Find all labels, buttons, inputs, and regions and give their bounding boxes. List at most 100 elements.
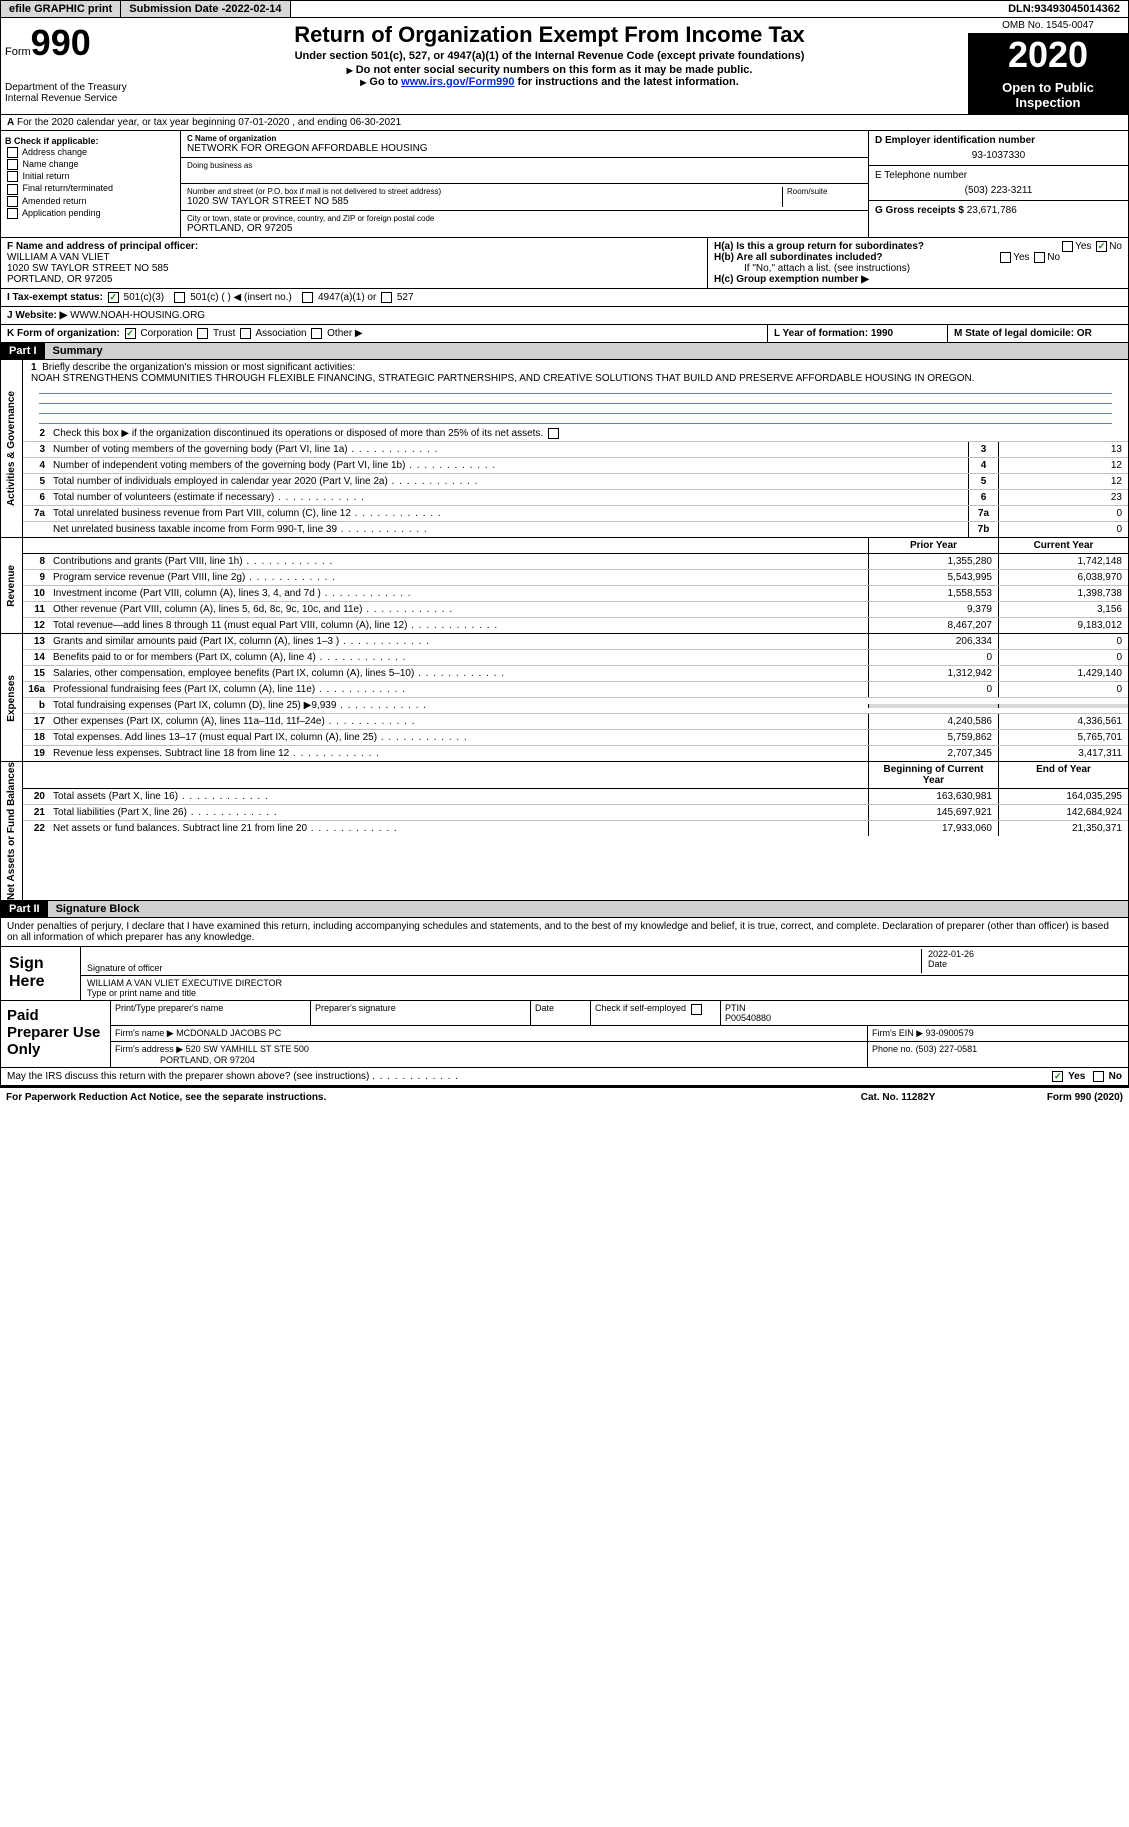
box-d-e-g: D Employer identification number 93-1037… bbox=[868, 131, 1128, 237]
form-header: Form990 Department of the Treasury Inter… bbox=[0, 18, 1129, 115]
subtitle-1: Under section 501(c), 527, or 4947(a)(1)… bbox=[139, 50, 960, 62]
i-o3: 4947(a)(1) or bbox=[318, 292, 376, 303]
cb-pending[interactable] bbox=[7, 208, 18, 219]
org-name: NETWORK FOR OREGON AFFORDABLE HOUSING bbox=[187, 143, 862, 154]
l-label: L Year of formation: 1990 bbox=[774, 328, 893, 339]
hb-yes[interactable] bbox=[1000, 252, 1011, 263]
penalty-text: Under penalties of perjury, I declare th… bbox=[0, 918, 1129, 947]
part2-num: Part II bbox=[1, 901, 48, 917]
row-a-text: For the 2020 calendar year, or tax year … bbox=[17, 117, 401, 128]
line-3: 3 Number of voting members of the govern… bbox=[23, 442, 1128, 458]
no-3: No bbox=[1109, 1072, 1122, 1083]
top-bar: efile GRAPHIC print Submission Date - 20… bbox=[0, 0, 1129, 18]
officer-addr1: 1020 SW TAYLOR STREET NO 585 bbox=[7, 263, 169, 274]
firm-addr2: PORTLAND, OR 97204 bbox=[160, 1055, 255, 1065]
cb-501c3[interactable] bbox=[108, 292, 119, 303]
cb-discontinued[interactable] bbox=[548, 428, 559, 439]
row-i-j: I Tax-exempt status: 501(c)(3) 501(c) ( … bbox=[0, 289, 1129, 307]
m-label: M State of legal domicile: OR bbox=[954, 328, 1092, 339]
no-1: No bbox=[1109, 241, 1122, 252]
firm-phone-label: Phone no. bbox=[872, 1044, 913, 1054]
dln-label: DLN: bbox=[1008, 3, 1034, 15]
cb-address[interactable] bbox=[7, 147, 18, 158]
footer-left: For Paperwork Reduction Act Notice, see … bbox=[6, 1092, 823, 1103]
line-19: 19 Revenue less expenses. Subtract line … bbox=[23, 746, 1128, 761]
officer-addr2: PORTLAND, OR 97205 bbox=[7, 274, 112, 285]
ein-value: 93-1037330 bbox=[875, 150, 1122, 161]
dba-label: Doing business as bbox=[187, 161, 862, 170]
ptin-value: P00540880 bbox=[725, 1013, 771, 1023]
hb-label: H(b) Are all subordinates included? bbox=[714, 252, 883, 263]
k-label: K Form of organization: bbox=[7, 328, 120, 339]
cb-527[interactable] bbox=[381, 292, 392, 303]
side-net: Net Assets or Fund Balances bbox=[6, 762, 17, 900]
sub-date-value: 2022-02-14 bbox=[225, 3, 281, 15]
cb-other[interactable] bbox=[311, 328, 322, 339]
submission-date-button[interactable]: Submission Date - 2022-02-14 bbox=[121, 1, 290, 17]
city-label: City or town, state or province, country… bbox=[187, 214, 862, 223]
street-addr: 1020 SW TAYLOR STREET NO 585 bbox=[187, 196, 782, 207]
sign-here-block: Sign Here Signature of officer 2022-01-2… bbox=[0, 947, 1129, 1001]
hb-no[interactable] bbox=[1034, 252, 1045, 263]
cb-initial[interactable] bbox=[7, 171, 18, 182]
line-5: 5 Total number of individuals employed i… bbox=[23, 474, 1128, 490]
cb-4947[interactable] bbox=[302, 292, 313, 303]
irs-link[interactable]: www.irs.gov/Form990 bbox=[401, 76, 514, 88]
omb-number: OMB No. 1545-0047 bbox=[968, 18, 1128, 34]
sub-date-label: Submission Date - bbox=[129, 3, 225, 15]
discuss-no[interactable] bbox=[1093, 1071, 1104, 1082]
cb-trust[interactable] bbox=[197, 328, 208, 339]
discuss-yes[interactable] bbox=[1052, 1071, 1063, 1082]
cb-final[interactable] bbox=[7, 184, 18, 195]
officer-label: F Name and address of principal officer: bbox=[7, 241, 198, 252]
discuss-text: May the IRS discuss this return with the… bbox=[7, 1071, 369, 1082]
sig-date-label: Date bbox=[928, 959, 1122, 969]
cb-corp[interactable] bbox=[125, 328, 136, 339]
k-o3: Association bbox=[255, 328, 306, 339]
dept-label: Department of the Treasury Internal Reve… bbox=[5, 82, 127, 104]
cb-label-3: Final return/terminated bbox=[23, 183, 114, 193]
cb-501c[interactable] bbox=[174, 292, 185, 303]
officer-print-name: WILLIAM A VAN VLIET EXECUTIVE DIRECTOR bbox=[87, 978, 282, 988]
footer-year: 2020 bbox=[1097, 1092, 1119, 1103]
room-label: Room/suite bbox=[787, 187, 862, 196]
part1-header: Part I Summary bbox=[0, 343, 1129, 360]
sig-label: Signature of officer bbox=[87, 963, 921, 973]
line-22: 22 Net assets or fund balances. Subtract… bbox=[23, 821, 1128, 836]
part1-num: Part I bbox=[1, 343, 45, 359]
line-9: 9 Program service revenue (Part VIII, li… bbox=[23, 570, 1128, 586]
row-f-h: F Name and address of principal officer:… bbox=[0, 238, 1129, 289]
efile-print-button[interactable]: efile GRAPHIC print bbox=[1, 1, 121, 17]
cb-amended[interactable] bbox=[7, 196, 18, 207]
line-7a: 7a Total unrelated business revenue from… bbox=[23, 506, 1128, 522]
prep-r1c4: Check if self-employed bbox=[595, 1003, 686, 1013]
form-title: Return of Organization Exempt From Incom… bbox=[139, 22, 960, 48]
firm-name: MCDONALD JACOBS PC bbox=[176, 1028, 281, 1038]
firm-addr: 520 SW YAMHILL ST STE 500 bbox=[186, 1044, 309, 1054]
prep-r1c1: Print/Type preparer's name bbox=[111, 1001, 311, 1025]
info-grid: B Check if applicable: Address change Na… bbox=[0, 131, 1129, 238]
part1-title: Summary bbox=[45, 343, 1128, 359]
footer-formnum: 990 bbox=[1075, 1092, 1092, 1103]
j-label: J Website: ▶ bbox=[7, 310, 70, 321]
l1-label: Briefly describe the organization's miss… bbox=[42, 362, 355, 373]
tax-year: 2020 bbox=[968, 34, 1128, 76]
yes-1: Yes bbox=[1075, 241, 1091, 252]
form-number: 990 bbox=[31, 22, 91, 63]
firm-addr-label: Firm's address ▶ bbox=[115, 1044, 183, 1054]
sign-here-label: Sign Here bbox=[1, 947, 81, 1000]
officer-name: WILLIAM A VAN VLIET bbox=[7, 252, 110, 263]
cb-name[interactable] bbox=[7, 159, 18, 170]
gross-value: 23,671,786 bbox=[967, 205, 1017, 216]
line-20: 20 Total assets (Part X, line 16) 163,63… bbox=[23, 789, 1128, 805]
cb-assoc[interactable] bbox=[240, 328, 251, 339]
ha-yes[interactable] bbox=[1062, 241, 1073, 252]
i-o2: 501(c) ( ) ◀ (insert no.) bbox=[190, 292, 292, 303]
ha-no[interactable] bbox=[1096, 241, 1107, 252]
hdr-end: End of Year bbox=[998, 762, 1128, 788]
box-c: C Name of organization NETWORK FOR OREGO… bbox=[181, 131, 868, 237]
gross-label: G Gross receipts $ bbox=[875, 205, 967, 216]
row-a: A For the 2020 calendar year, or tax yea… bbox=[0, 115, 1129, 131]
cb-label-4: Amended return bbox=[22, 196, 87, 206]
cb-selfemp[interactable] bbox=[691, 1004, 702, 1015]
